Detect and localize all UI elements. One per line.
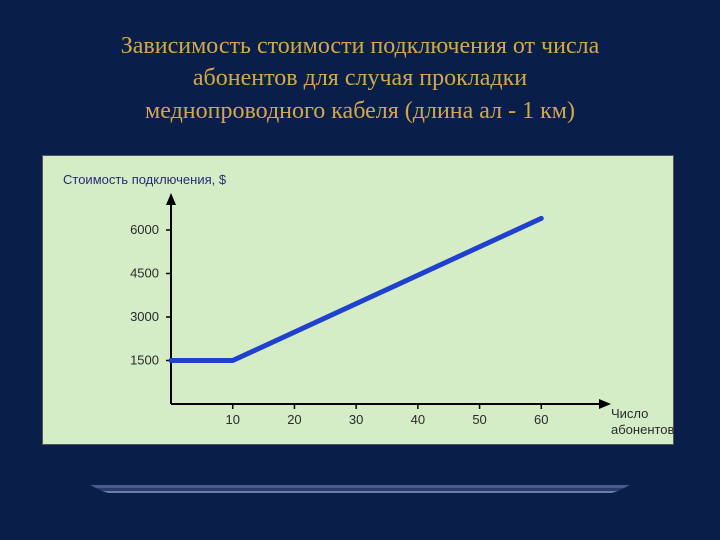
- x-tick-label: 20: [287, 412, 301, 427]
- title-line-3: меднопроводного кабеля (длина ал - 1 км): [145, 98, 575, 124]
- chart-panel: Стоимость подключения, $ 1500 3000 4500 6000…: [42, 155, 674, 445]
- x-axis-arrow-icon: [599, 399, 611, 409]
- chart-svg: Стоимость подключения, $ 1500 3000 4500 6000…: [43, 156, 675, 446]
- x-tick-label: 60: [534, 412, 548, 427]
- x-tick-label: 10: [225, 412, 239, 427]
- x-axis-label-line2: абонентов: [611, 422, 675, 437]
- title-line-1: Зависимость стоимости подключения от чис…: [121, 33, 600, 59]
- title-line-2: абонентов для случая прокладки: [193, 65, 527, 91]
- x-tick-label: 40: [411, 412, 425, 427]
- decoration-divider: [90, 481, 630, 495]
- y-axis-label: Стоимость подключения, $: [63, 172, 227, 187]
- x-axis-label-line1: Число: [611, 406, 648, 421]
- x-tick-label: 50: [472, 412, 486, 427]
- y-tick-label: 1500: [130, 353, 159, 368]
- x-tick-label: 30: [349, 412, 363, 427]
- slide-title: Зависимость стоимости подключения от чис…: [0, 0, 720, 147]
- y-tick-label: 4500: [130, 266, 159, 281]
- y-axis-arrow-icon: [166, 193, 176, 205]
- y-tick-label: 3000: [130, 309, 159, 324]
- y-tick-label: 6000: [130, 222, 159, 237]
- data-series-line: [171, 218, 541, 360]
- slide: Зависимость стоимости подключения от чис…: [0, 0, 720, 540]
